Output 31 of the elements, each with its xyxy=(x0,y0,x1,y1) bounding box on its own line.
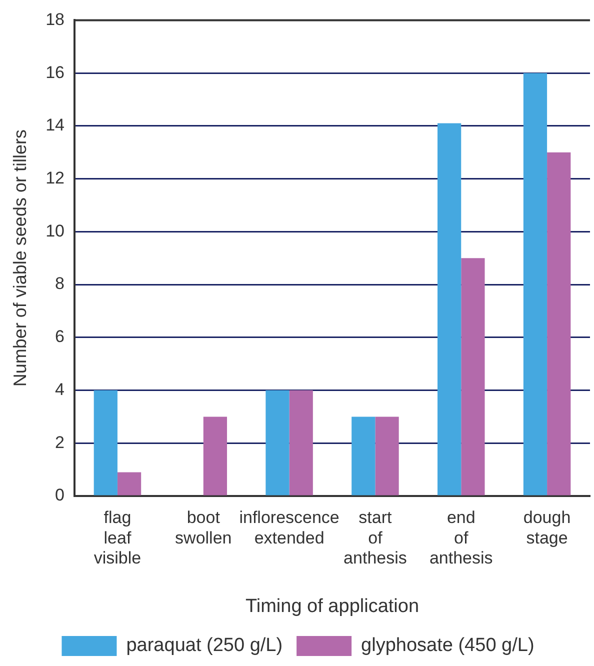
y-tick-label: 18 xyxy=(46,10,65,29)
x-tick-label: flag leaf visible xyxy=(94,508,142,568)
bar xyxy=(289,390,313,496)
y-tick-label: 12 xyxy=(46,168,65,188)
x-tick-label: boot swollen xyxy=(175,508,232,548)
bar xyxy=(266,390,290,496)
bar xyxy=(94,390,118,496)
bar xyxy=(461,258,485,496)
bar xyxy=(523,73,548,496)
legend-label: paraquat (250 g/L) xyxy=(126,635,283,656)
y-tick-label: 6 xyxy=(55,327,65,346)
x-tick-label: start of anthesis xyxy=(344,508,407,568)
x-tick-label: dough stage xyxy=(523,508,571,548)
x-axis-title: Timing of application xyxy=(245,596,420,617)
y-tick-label: 4 xyxy=(55,380,65,399)
y-tick-label: 2 xyxy=(55,432,65,452)
legend-label: glyphosate (450 g/L) xyxy=(361,635,534,656)
bar xyxy=(375,416,399,496)
bar xyxy=(117,472,142,496)
y-axis-title: Number of viable seeds or tillers xyxy=(10,130,30,387)
bar xyxy=(547,152,571,496)
bar xyxy=(352,416,376,496)
bar xyxy=(203,416,228,496)
y-tick-label: 8 xyxy=(55,274,65,294)
y-tick-label: 0 xyxy=(55,486,65,505)
x-tick-label: end of anthesis xyxy=(429,508,493,568)
x-tick-label: inflorescence extended xyxy=(239,508,340,548)
y-tick-label: 10 xyxy=(46,221,65,240)
y-tick-label: 14 xyxy=(46,116,65,135)
bar xyxy=(438,123,462,496)
y-tick-label: 16 xyxy=(46,62,65,82)
